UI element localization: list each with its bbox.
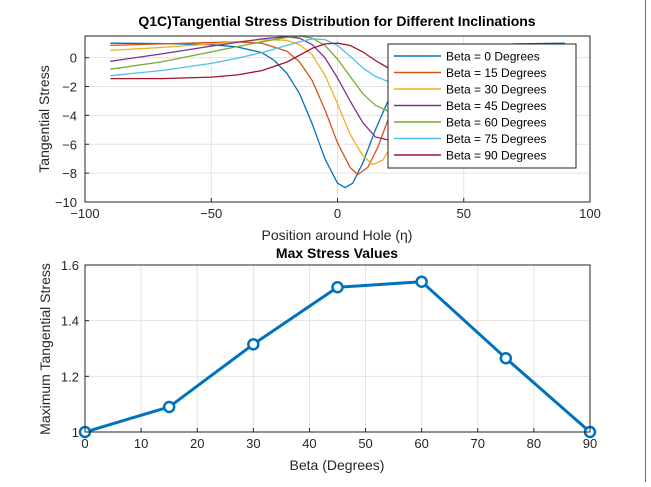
data-point-marker <box>331 281 344 294</box>
tick-label-y: −4 <box>62 108 77 123</box>
legend-entry: Beta = 45 Degrees <box>446 99 546 113</box>
chart-title-bottom: Max Stress Values <box>276 245 398 261</box>
tick-label-x: 40 <box>302 436 316 451</box>
tick-label-x: 0 <box>334 206 341 221</box>
legend-entry: Beta = 15 Degrees <box>446 66 546 80</box>
data-point-marker <box>162 400 176 414</box>
tick-label-x: 10 <box>134 436 148 451</box>
tick-label-y: 1 <box>72 425 79 440</box>
y-axis-label-bottom: Maximum Tangential Stress <box>37 263 53 435</box>
tick-label-x: 0 <box>81 436 88 451</box>
tick-label-y: −2 <box>62 80 77 95</box>
ticks-bottom: 0 10 20 30 40 50 60 70 80 90 1 1.2 1.4 1.6 <box>61 258 597 451</box>
tick-label-x: −50 <box>200 206 222 221</box>
tick-label-x: 90 <box>583 436 597 451</box>
chart-title-top: Q1C)Tangential Stress Distribution for D… <box>138 13 535 29</box>
axes-box-bottom <box>84 264 591 433</box>
legend-entry: Beta = 30 Degrees <box>446 83 546 97</box>
tick-label-y: −8 <box>62 166 77 181</box>
tick-label-y: 0 <box>70 51 77 66</box>
tick-label-x: 100 <box>579 206 601 221</box>
data-point-marker <box>499 351 513 365</box>
tick-label-x: 70 <box>471 436 485 451</box>
legend-entry: Beta = 0 Degrees <box>446 50 540 64</box>
chart-bottom: 0 10 20 30 40 50 60 70 80 90 1 1.2 1.4 1.6 Max Stress… <box>37 245 597 473</box>
legend-entry: Beta = 60 Degrees <box>446 116 546 130</box>
tick-label-x: 20 <box>190 436 204 451</box>
legend-entry: Beta = 75 Degrees <box>446 132 546 146</box>
tick-label-x: 50 <box>358 436 372 451</box>
tick-label-y: 1.6 <box>61 258 79 273</box>
legend-entry: Beta = 90 Degrees <box>446 149 546 163</box>
tick-label-x: 30 <box>246 436 260 451</box>
tick-label-x: −100 <box>70 206 99 221</box>
series-lines-bottom <box>78 275 597 439</box>
chart-top: −100 −50 0 50 100 0 −2 −4 −6 −8 −10 Q1C)Tangential… <box>36 13 601 243</box>
tick-label-y: −6 <box>62 137 77 152</box>
x-axis-label-top: Position around Hole (η) <box>262 227 413 243</box>
legend-top: Beta = 0 Degrees Beta = 15 Degrees Beta = … <box>387 43 577 169</box>
data-point-marker <box>247 338 260 351</box>
x-axis-label-bottom: Beta (Degrees) <box>290 457 385 473</box>
tick-label-x: 80 <box>527 436 541 451</box>
tick-label-y: 1.2 <box>61 369 79 384</box>
data-point-marker <box>415 275 428 288</box>
tick-label-y: 1.4 <box>61 314 79 329</box>
window-edge <box>645 0 646 482</box>
tick-label-y: −10 <box>55 195 77 210</box>
y-axis-label-top: Tangential Stress <box>36 65 52 172</box>
tick-label-x: 50 <box>457 206 471 221</box>
tick-label-x: 60 <box>414 436 428 451</box>
ticks-top: −100 −50 0 50 100 0 −2 −4 −6 −8 −10 <box>55 51 601 221</box>
